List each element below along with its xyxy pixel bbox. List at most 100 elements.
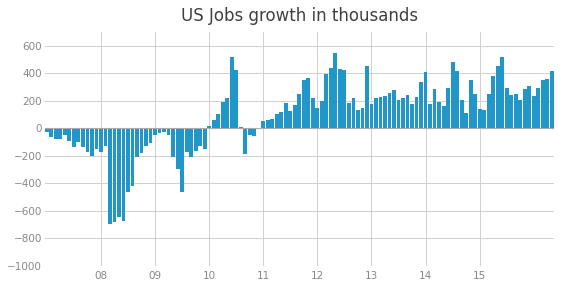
- Bar: [167, 128, 171, 135]
- Bar: [81, 128, 85, 147]
- Bar: [252, 128, 256, 137]
- Bar: [518, 100, 522, 128]
- Bar: [140, 128, 144, 153]
- Bar: [545, 79, 549, 128]
- Bar: [383, 96, 387, 128]
- Bar: [343, 70, 346, 128]
- Bar: [428, 104, 432, 128]
- Bar: [446, 88, 450, 128]
- Bar: [401, 98, 405, 128]
- Bar: [487, 94, 491, 128]
- Bar: [473, 94, 477, 128]
- Bar: [226, 98, 229, 128]
- Bar: [117, 128, 121, 217]
- Bar: [541, 79, 545, 128]
- Bar: [207, 126, 211, 128]
- Bar: [243, 128, 247, 154]
- Bar: [230, 57, 233, 128]
- Bar: [315, 108, 319, 128]
- Bar: [85, 128, 89, 152]
- Bar: [311, 98, 315, 128]
- Bar: [275, 114, 279, 128]
- Bar: [347, 103, 351, 128]
- Bar: [194, 128, 197, 151]
- Bar: [45, 128, 49, 132]
- Bar: [550, 71, 554, 128]
- Bar: [302, 79, 306, 128]
- Bar: [455, 71, 459, 128]
- Bar: [306, 78, 310, 128]
- Bar: [54, 128, 58, 139]
- Bar: [185, 128, 188, 152]
- Bar: [131, 128, 135, 186]
- Bar: [49, 128, 53, 137]
- Bar: [450, 62, 454, 128]
- Bar: [95, 128, 98, 149]
- Bar: [505, 88, 509, 128]
- Bar: [293, 105, 297, 128]
- Bar: [379, 97, 383, 128]
- Bar: [67, 128, 71, 141]
- Bar: [433, 89, 436, 128]
- Bar: [58, 128, 62, 139]
- Bar: [365, 67, 369, 128]
- Bar: [203, 128, 206, 149]
- Bar: [234, 69, 238, 128]
- Bar: [162, 128, 166, 132]
- Bar: [90, 128, 94, 156]
- Bar: [388, 93, 392, 128]
- Bar: [135, 128, 139, 157]
- Bar: [270, 119, 274, 128]
- Bar: [500, 57, 504, 128]
- Bar: [122, 128, 126, 221]
- Bar: [76, 128, 80, 142]
- Bar: [189, 128, 193, 157]
- Bar: [153, 128, 157, 135]
- Bar: [491, 76, 495, 128]
- Bar: [180, 128, 184, 192]
- Bar: [261, 121, 265, 128]
- Bar: [72, 128, 76, 147]
- Bar: [370, 104, 374, 128]
- Bar: [288, 111, 292, 128]
- Bar: [99, 128, 103, 152]
- Bar: [532, 96, 536, 128]
- Bar: [442, 106, 445, 128]
- Bar: [216, 114, 220, 128]
- Bar: [464, 113, 468, 128]
- Bar: [437, 102, 441, 128]
- Bar: [361, 108, 364, 128]
- Bar: [333, 53, 337, 128]
- Bar: [459, 101, 463, 128]
- Bar: [509, 95, 513, 128]
- Bar: [113, 128, 116, 221]
- Bar: [496, 66, 500, 128]
- Bar: [108, 128, 112, 224]
- Bar: [338, 69, 342, 128]
- Title: US Jobs growth in thousands: US Jobs growth in thousands: [181, 7, 418, 25]
- Bar: [171, 128, 175, 157]
- Bar: [297, 94, 301, 128]
- Bar: [419, 82, 423, 128]
- Bar: [527, 86, 531, 128]
- Bar: [374, 98, 378, 128]
- Bar: [523, 89, 527, 128]
- Bar: [239, 127, 242, 128]
- Bar: [329, 68, 333, 128]
- Bar: [469, 80, 472, 128]
- Bar: [410, 104, 414, 128]
- Bar: [320, 101, 324, 128]
- Bar: [149, 128, 153, 143]
- Bar: [424, 72, 427, 128]
- Bar: [279, 112, 283, 128]
- Bar: [478, 109, 481, 128]
- Bar: [415, 97, 419, 128]
- Bar: [63, 128, 67, 134]
- Bar: [356, 110, 360, 128]
- Bar: [536, 88, 540, 128]
- Bar: [406, 95, 410, 128]
- Bar: [257, 128, 261, 129]
- Bar: [514, 94, 518, 128]
- Bar: [158, 128, 162, 133]
- Bar: [266, 120, 270, 128]
